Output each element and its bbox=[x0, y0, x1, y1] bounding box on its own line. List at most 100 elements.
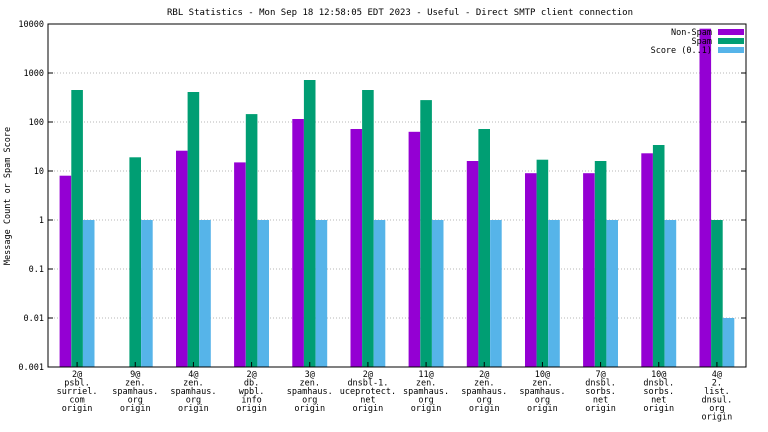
bar bbox=[245, 114, 258, 367]
bar bbox=[490, 220, 502, 367]
bar bbox=[187, 92, 200, 367]
bar bbox=[722, 318, 735, 367]
bar bbox=[548, 220, 560, 367]
category-label: zen. bbox=[183, 379, 203, 389]
y-tick-label: 0.001 bbox=[18, 363, 44, 373]
bar bbox=[350, 129, 363, 367]
category-label: org bbox=[535, 396, 550, 406]
category-label: origin bbox=[585, 404, 616, 414]
bar bbox=[606, 220, 618, 367]
category-label: info bbox=[241, 396, 261, 406]
bar bbox=[420, 100, 432, 367]
bar bbox=[711, 220, 723, 367]
bar bbox=[234, 162, 246, 367]
category-label: net bbox=[651, 396, 666, 406]
category-label: org bbox=[709, 404, 724, 414]
category-label: net bbox=[360, 396, 375, 406]
category-label: zen. bbox=[532, 379, 552, 389]
category-label: origin bbox=[236, 404, 267, 414]
bar bbox=[71, 90, 83, 367]
category-label: org bbox=[302, 396, 317, 406]
category-label: 7@ bbox=[595, 370, 605, 380]
y-tick-label: 10 bbox=[34, 167, 44, 177]
chart-title: RBL Statistics - Mon Sep 18 12:58:05 EDT… bbox=[167, 8, 633, 18]
grid-lines bbox=[48, 72, 746, 319]
y-tick-label: 1 bbox=[39, 216, 44, 226]
bar bbox=[373, 220, 386, 367]
category-label: zen. bbox=[416, 379, 436, 389]
category-label: sorbs. bbox=[585, 387, 616, 397]
bar bbox=[292, 119, 304, 367]
legend-swatch bbox=[718, 29, 744, 35]
category-label: wpbl. bbox=[239, 387, 265, 397]
category-label: spamhaus. bbox=[287, 387, 333, 397]
bar bbox=[199, 220, 211, 367]
bar bbox=[664, 220, 677, 367]
bar bbox=[303, 80, 316, 367]
category-label: org bbox=[186, 396, 201, 406]
category-label: 4@ bbox=[712, 370, 722, 380]
category-label: origin bbox=[120, 404, 151, 414]
category-label: org bbox=[128, 396, 143, 406]
category-label: spamhaus. bbox=[112, 387, 158, 397]
bar bbox=[699, 28, 712, 367]
category-label: org bbox=[418, 396, 433, 406]
category-label: dnsul. bbox=[702, 396, 733, 406]
category-label: 9@ bbox=[130, 370, 140, 380]
category-label: 10@ bbox=[651, 370, 666, 380]
category-labels: 2@psbl.surriel.comorigin9@zen.spamhaus.o… bbox=[57, 362, 733, 423]
category-label: origin bbox=[294, 404, 325, 414]
bar bbox=[176, 150, 188, 367]
category-label: zen. bbox=[300, 379, 320, 389]
category-label: zen. bbox=[125, 379, 145, 389]
category-label: psbl. bbox=[64, 379, 90, 389]
legend-swatch bbox=[718, 38, 744, 44]
category-label: dnsbl. bbox=[585, 379, 616, 389]
bar bbox=[478, 129, 490, 367]
category-label: net bbox=[593, 396, 608, 406]
y-tick-label: 0.01 bbox=[24, 314, 44, 324]
category-label: 2. bbox=[712, 379, 722, 389]
bar bbox=[362, 90, 374, 367]
y-tick-label: 10000 bbox=[18, 20, 44, 30]
bar bbox=[641, 153, 653, 367]
bar bbox=[583, 173, 595, 367]
bars bbox=[59, 28, 735, 367]
category-label: sorbs. bbox=[643, 387, 674, 397]
category-label: origin bbox=[411, 404, 442, 414]
legend-label: Score (0..1) bbox=[651, 46, 712, 56]
y-axis-label: Message Count or Spam Score bbox=[3, 127, 13, 265]
category-label: list. bbox=[704, 387, 730, 397]
category-label: uceprotect. bbox=[340, 387, 396, 397]
y-tick-label: 1000 bbox=[24, 69, 44, 79]
bar bbox=[536, 159, 549, 367]
category-label: dnsbl-1. bbox=[347, 379, 388, 389]
bar bbox=[466, 161, 479, 367]
bar bbox=[257, 220, 269, 367]
legend-label: Non-Spam bbox=[671, 28, 712, 38]
category-label: spamhaus. bbox=[461, 387, 507, 397]
bar bbox=[59, 175, 72, 367]
category-label: 4@ bbox=[188, 370, 198, 380]
category-label: origin bbox=[643, 404, 674, 414]
category-label: 2@ bbox=[479, 370, 489, 380]
category-label: zen. bbox=[474, 379, 494, 389]
y-tick-label: 100 bbox=[29, 118, 44, 128]
bar bbox=[315, 220, 328, 367]
legend-swatch bbox=[718, 47, 744, 53]
category-label: origin bbox=[178, 404, 209, 414]
category-label: 11@ bbox=[418, 370, 433, 380]
category-label: 2@ bbox=[72, 370, 82, 380]
y-tick-label: 0.1 bbox=[29, 265, 44, 275]
category-label: origin bbox=[353, 404, 384, 414]
legend-label: Spam bbox=[692, 37, 712, 47]
category-label: spamhaus. bbox=[519, 387, 565, 397]
category-label: 10@ bbox=[535, 370, 550, 380]
y-ticks: 0.001 0.01 0.1 1 10 100 1000 10000 bbox=[18, 20, 746, 373]
bar bbox=[431, 220, 444, 367]
bar bbox=[525, 173, 537, 367]
category-label: surriel. bbox=[57, 387, 98, 397]
bar bbox=[652, 145, 665, 367]
category-label: com bbox=[69, 396, 84, 406]
